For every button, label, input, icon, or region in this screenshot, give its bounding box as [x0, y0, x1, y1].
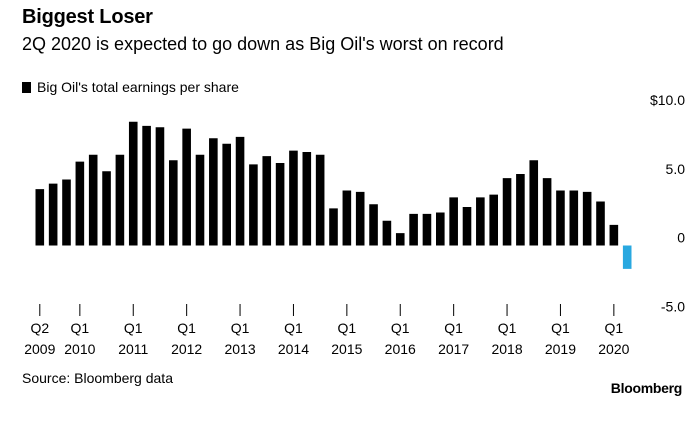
bar-q4-2019 — [596, 201, 605, 246]
bar-q1-2014 — [289, 150, 298, 246]
x-tick-year-label: 2018 — [491, 341, 522, 357]
legend-swatch — [22, 81, 31, 93]
x-tick-quarter-label: Q1 — [177, 320, 196, 336]
chart-subtitle: 2Q 2020 is expected to go down as Big Oi… — [22, 34, 504, 54]
bar-q4-2015 — [382, 220, 392, 246]
bar-q4-2012 — [222, 143, 231, 246]
x-tick-year-label: 2014 — [278, 341, 309, 357]
bar-q3-2010 — [102, 171, 111, 246]
bar-q1-2010 — [75, 161, 85, 246]
bar-q1-2013 — [235, 136, 245, 246]
bar-q2-2015 — [355, 191, 365, 246]
bar-q2-2012 — [195, 154, 205, 246]
x-tick-year-label: 2009 — [24, 341, 55, 357]
y-tick-label: 5.0 — [666, 161, 686, 177]
bar-q4-2009 — [62, 179, 71, 246]
bar-q4-2016 — [436, 212, 445, 246]
x-tick-year-label: 2019 — [545, 341, 576, 357]
bar-q2-2018 — [516, 174, 525, 246]
bar-q1-2018 — [502, 178, 512, 246]
x-tick-year-label: 2010 — [64, 341, 95, 357]
x-tick-quarter-label: Q2 — [30, 320, 49, 336]
bar-q3-2016 — [422, 213, 432, 246]
y-tick-label: -5.0 — [661, 298, 685, 314]
bar-q1-2020 — [609, 224, 619, 246]
legend-label: Big Oil's total earnings per share — [37, 79, 239, 95]
x-tick-quarter-label: Q1 — [605, 320, 624, 336]
bar-q4-2013 — [275, 163, 285, 246]
bar-q1-2019 — [556, 190, 565, 246]
chart-title: Biggest Loser — [22, 6, 153, 28]
bar-q1-2017 — [449, 197, 458, 246]
source-note: Source: Bloomberg data — [22, 370, 173, 386]
bar-q3-2015 — [369, 204, 378, 246]
bar-q2-2019 — [569, 190, 579, 246]
bar-q3-2017 — [476, 197, 485, 246]
x-tick-quarter-label: Q1 — [338, 320, 357, 336]
bar-q3-2012 — [209, 138, 218, 246]
bar-q1-2011 — [128, 121, 138, 246]
bar-q3-2019 — [582, 191, 592, 246]
bar-q2-2020 — [622, 245, 632, 269]
bar-q1-2016 — [395, 233, 405, 246]
bar-q4-2018 — [542, 178, 552, 246]
x-tick-quarter-label: Q1 — [284, 320, 303, 336]
bar-q4-2014 — [329, 208, 338, 246]
bar-q2-2017 — [462, 207, 472, 246]
x-tick-year-label: 2020 — [598, 341, 629, 357]
bar-q1-2015 — [342, 190, 352, 246]
bar-q3-2018 — [529, 160, 539, 246]
x-tick-year-label: 2011 — [118, 341, 148, 357]
x-tick-quarter-label: Q1 — [391, 320, 410, 336]
bar-q3-2014 — [315, 154, 325, 246]
bar-q2-2014 — [302, 152, 312, 246]
bar-q3-2009 — [48, 183, 58, 246]
bar-q2-2013 — [249, 164, 258, 246]
bar-q1-2012 — [182, 128, 191, 246]
legend: Big Oil's total earnings per share — [22, 79, 239, 95]
bar-q3-2011 — [155, 127, 165, 246]
x-tick-year-label: 2017 — [438, 341, 469, 357]
x-tick-quarter-label: Q1 — [71, 320, 90, 336]
x-tick-year-label: 2015 — [331, 341, 362, 357]
bar-q2-2016 — [409, 213, 418, 246]
bar-q4-2010 — [115, 154, 125, 246]
y-tick-label: $10.0 — [650, 92, 685, 108]
x-tick-quarter-label: Q1 — [444, 320, 463, 336]
bar-q2-2011 — [142, 125, 151, 246]
x-tick-quarter-label: Q1 — [124, 320, 143, 336]
x-tick-year-label: 2012 — [171, 341, 202, 357]
x-tick-quarter-label: Q1 — [551, 320, 570, 336]
bloomberg-logo: Bloomberg — [610, 380, 683, 396]
x-tick-year-label: 2013 — [224, 341, 255, 357]
bar-q4-2011 — [169, 160, 178, 246]
bar-q2-2009 — [35, 189, 45, 246]
x-tick-quarter-label: Q1 — [231, 320, 250, 336]
x-tick-quarter-label: Q1 — [498, 320, 517, 336]
bar-q2-2010 — [88, 154, 98, 246]
bar-q3-2013 — [262, 156, 272, 246]
bar-q4-2017 — [489, 194, 498, 246]
x-tick-year-label: 2016 — [385, 341, 416, 357]
y-tick-label: 0 — [677, 230, 685, 246]
